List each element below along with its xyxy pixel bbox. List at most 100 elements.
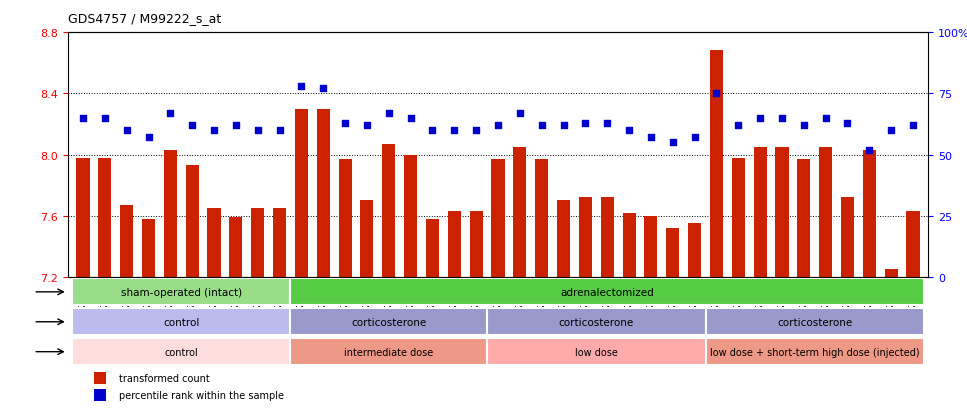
- Point: [556, 123, 571, 129]
- Point: [75, 115, 91, 122]
- Text: corticosterone: corticosterone: [351, 317, 426, 327]
- FancyBboxPatch shape: [290, 309, 487, 335]
- Point: [185, 123, 200, 129]
- Point: [228, 123, 244, 129]
- Bar: [753, 147, 767, 413]
- Point: [206, 127, 221, 134]
- Point: [315, 86, 331, 93]
- Point: [141, 135, 157, 141]
- Point: [709, 91, 724, 97]
- Bar: [404, 155, 417, 413]
- Bar: [273, 209, 286, 413]
- Bar: [361, 201, 373, 413]
- Point: [425, 127, 440, 134]
- FancyBboxPatch shape: [487, 338, 706, 365]
- FancyBboxPatch shape: [73, 338, 290, 365]
- Bar: [76, 158, 90, 413]
- Point: [687, 135, 702, 141]
- Point: [337, 120, 353, 127]
- Point: [272, 127, 287, 134]
- FancyBboxPatch shape: [73, 309, 290, 335]
- Point: [403, 115, 419, 122]
- Text: low dose + short-term high dose (injected): low dose + short-term high dose (injecte…: [710, 347, 920, 357]
- Bar: [94, 389, 106, 401]
- Bar: [689, 224, 701, 413]
- Bar: [776, 147, 788, 413]
- FancyBboxPatch shape: [73, 279, 290, 306]
- Point: [381, 110, 396, 117]
- Point: [250, 127, 266, 134]
- Text: intermediate dose: intermediate dose: [344, 347, 433, 357]
- Point: [884, 127, 899, 134]
- Point: [818, 115, 834, 122]
- Point: [730, 123, 746, 129]
- Point: [665, 140, 681, 146]
- FancyBboxPatch shape: [290, 279, 923, 306]
- Point: [622, 127, 637, 134]
- Bar: [448, 211, 461, 413]
- Bar: [186, 166, 199, 413]
- Point: [97, 115, 112, 122]
- Text: adrenalectomized: adrenalectomized: [560, 287, 654, 297]
- Bar: [601, 198, 614, 413]
- Bar: [513, 147, 526, 413]
- Bar: [163, 151, 177, 413]
- Point: [862, 147, 877, 154]
- Text: low dose: low dose: [574, 347, 618, 357]
- Point: [796, 123, 811, 129]
- Point: [119, 127, 134, 134]
- Bar: [491, 160, 505, 413]
- Point: [600, 120, 615, 127]
- Bar: [710, 51, 723, 413]
- Bar: [906, 211, 920, 413]
- Text: transformed count: transformed count: [119, 373, 210, 383]
- Bar: [535, 160, 548, 413]
- FancyBboxPatch shape: [706, 338, 923, 365]
- Bar: [841, 198, 854, 413]
- Text: sham-operated (intact): sham-operated (intact): [121, 287, 242, 297]
- Text: corticosterone: corticosterone: [777, 317, 852, 327]
- Bar: [819, 147, 833, 413]
- Bar: [732, 158, 745, 413]
- Bar: [797, 160, 810, 413]
- Text: control: control: [163, 317, 199, 327]
- Bar: [229, 218, 243, 413]
- Bar: [120, 206, 133, 413]
- Bar: [142, 219, 155, 413]
- Point: [468, 127, 484, 134]
- Point: [534, 123, 549, 129]
- Point: [162, 110, 178, 117]
- Bar: [251, 209, 264, 413]
- Bar: [382, 145, 396, 413]
- Bar: [623, 213, 635, 413]
- Bar: [579, 198, 592, 413]
- Point: [294, 83, 309, 90]
- Bar: [425, 219, 439, 413]
- Bar: [644, 216, 658, 413]
- Point: [752, 115, 768, 122]
- FancyBboxPatch shape: [487, 309, 706, 335]
- Bar: [99, 158, 111, 413]
- Text: percentile rank within the sample: percentile rank within the sample: [119, 390, 284, 400]
- Point: [577, 120, 593, 127]
- Bar: [208, 209, 220, 413]
- Point: [359, 123, 374, 129]
- Bar: [666, 228, 679, 413]
- Bar: [863, 151, 876, 413]
- FancyBboxPatch shape: [290, 338, 487, 365]
- Text: GDS4757 / M99222_s_at: GDS4757 / M99222_s_at: [68, 12, 220, 25]
- Point: [839, 120, 855, 127]
- Point: [490, 123, 506, 129]
- Bar: [557, 201, 571, 413]
- Bar: [94, 373, 106, 384]
- FancyBboxPatch shape: [706, 309, 923, 335]
- Bar: [295, 109, 308, 413]
- Point: [513, 110, 528, 117]
- Point: [905, 123, 921, 129]
- Text: corticosterone: corticosterone: [559, 317, 634, 327]
- Point: [643, 135, 659, 141]
- Bar: [338, 160, 352, 413]
- Bar: [317, 109, 330, 413]
- Bar: [885, 270, 897, 413]
- Bar: [470, 211, 483, 413]
